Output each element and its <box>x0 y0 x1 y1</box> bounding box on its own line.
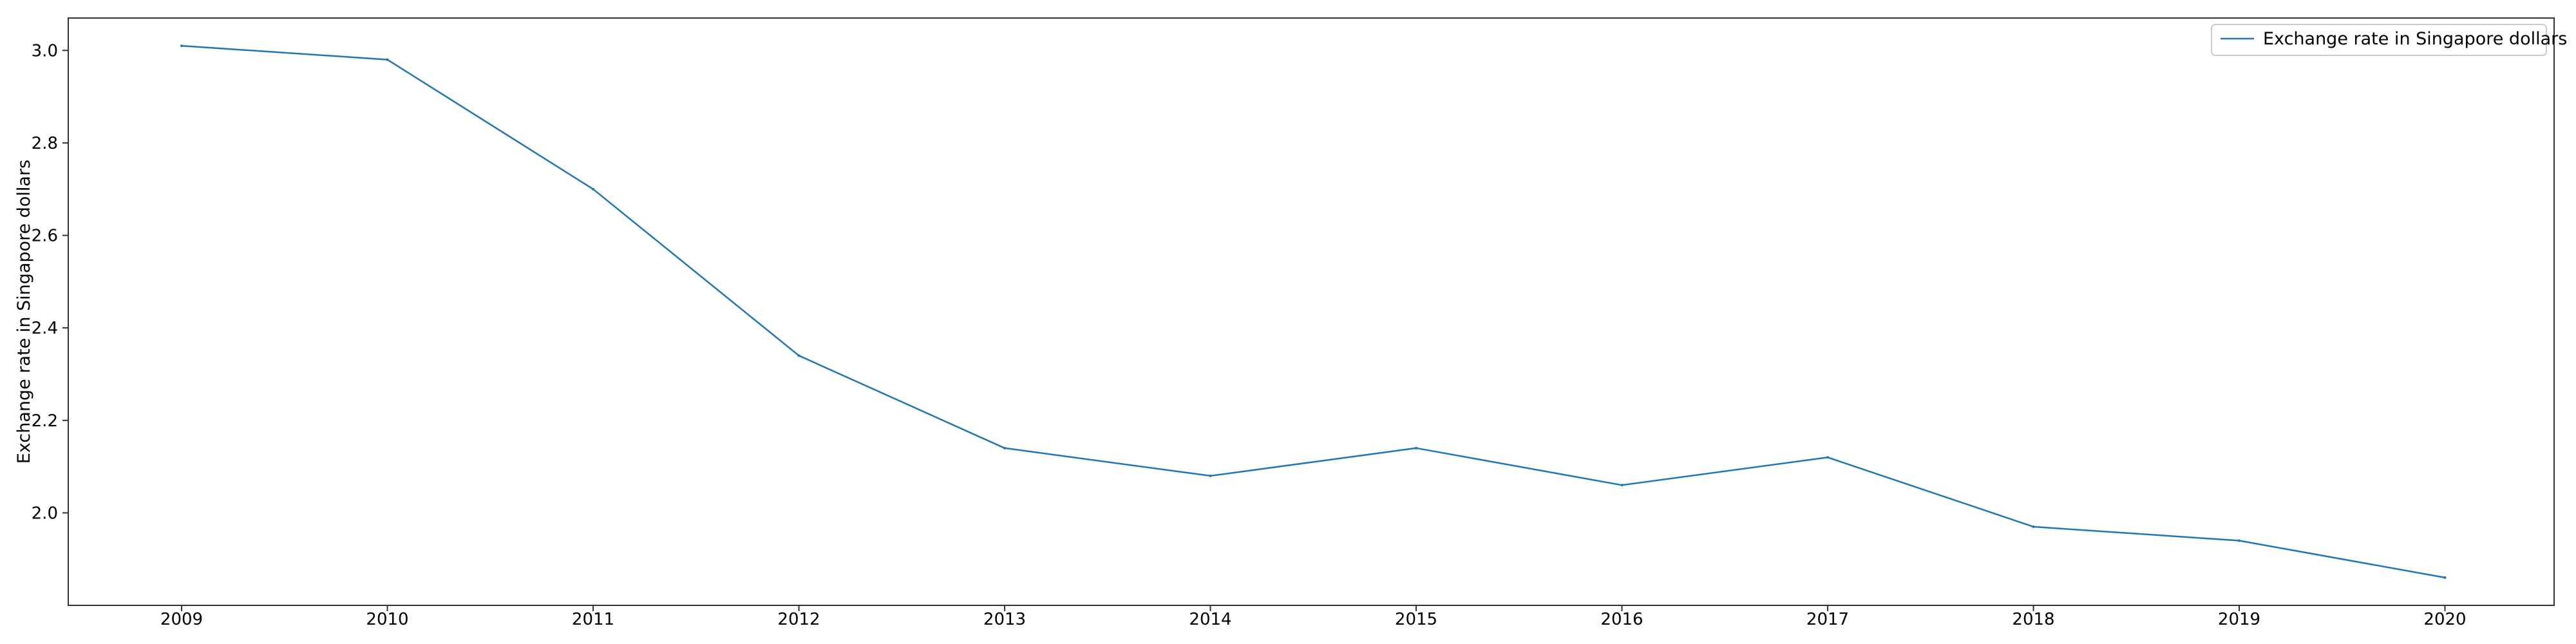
y-tick-label: 2.8 <box>32 134 58 153</box>
x-tick-label: 2010 <box>366 610 408 629</box>
data-point <box>2238 539 2240 542</box>
data-point <box>1620 484 1624 487</box>
x-tick-label: 2009 <box>160 610 203 629</box>
data-point <box>1209 474 1212 477</box>
y-tick-label: 2.2 <box>32 412 58 431</box>
series-layer <box>180 44 2447 579</box>
x-tick-label: 2014 <box>1189 610 1231 629</box>
data-point <box>1003 446 1006 450</box>
data-point <box>180 44 183 48</box>
x-tick-label: 2011 <box>572 610 614 629</box>
y-tick-label: 3.0 <box>32 41 58 61</box>
series-line <box>181 44 2445 579</box>
x-axis: 2009 2010 2011 2012 2013 2014 2015 2016 2017 2018… <box>160 605 2467 629</box>
data-point <box>2032 525 2035 528</box>
y-tick-label: 2.0 <box>32 504 58 523</box>
legend: Exchange rate in Singapore dollars <box>2211 24 2567 56</box>
x-tick-label: 2012 <box>777 610 820 629</box>
data-point <box>797 354 800 357</box>
data-point <box>386 58 389 61</box>
plot-area <box>68 17 2555 606</box>
x-tick-label: 2018 <box>2012 610 2054 629</box>
data-point <box>592 187 594 191</box>
x-tick-label: 2017 <box>1806 610 1849 629</box>
y-axis-title: Exchange rate in Singapore dollars <box>14 160 34 464</box>
y-tick-label: 2.4 <box>32 319 58 338</box>
data-point <box>1415 446 1417 450</box>
x-tick-label: 2015 <box>1395 610 1437 629</box>
data-point <box>1826 456 1829 459</box>
x-tick-label: 2013 <box>983 610 1026 629</box>
x-tick-label: 2016 <box>1600 610 1643 629</box>
data-point <box>2443 576 2447 579</box>
y-tick-label: 2.6 <box>32 227 58 246</box>
y-axis: 2.0 2.2 2.4 2.6 2.8 3.0 <box>32 41 68 523</box>
x-tick-label: 2020 <box>2423 610 2466 629</box>
legend-box <box>2211 24 2547 56</box>
legend-label: Exchange rate in Singapore dollars <box>2263 29 2567 49</box>
x-tick-label: 2019 <box>2218 610 2260 629</box>
